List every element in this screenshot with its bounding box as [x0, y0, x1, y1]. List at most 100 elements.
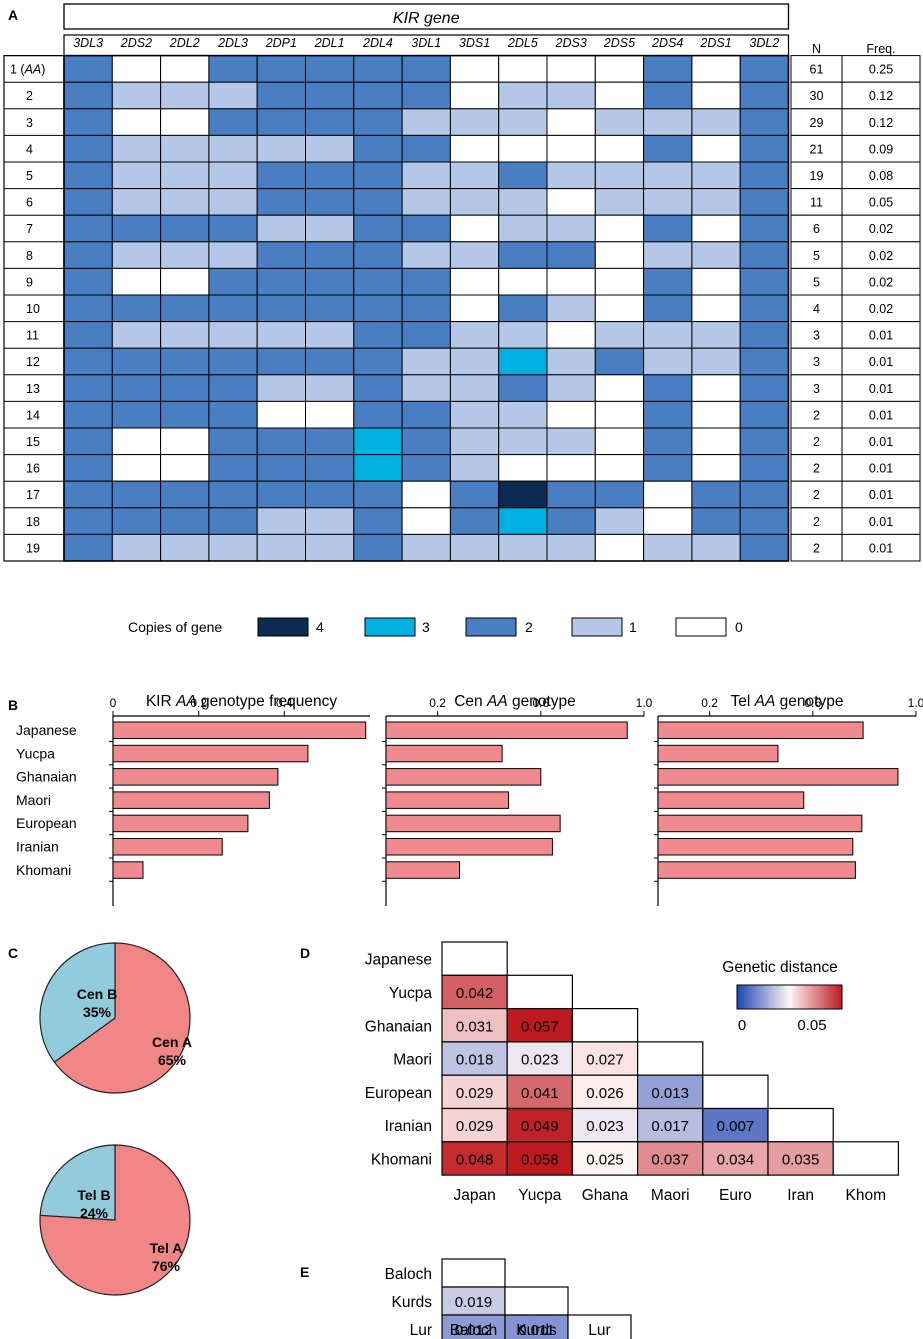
genotype-cell — [353, 533, 403, 562]
row-label-7: 7 — [26, 222, 33, 236]
genotype-cell — [643, 108, 693, 136]
distance-cell-value: 0.049 — [521, 1118, 559, 1135]
genotype-cell — [305, 507, 355, 535]
n-value: 3 — [813, 329, 820, 343]
genotype-cell — [111, 533, 162, 562]
genotype-cell — [160, 188, 210, 216]
freq-cell — [841, 188, 921, 216]
genotype-cell — [111, 400, 162, 429]
genotype-cell — [643, 507, 693, 535]
genotype-cell — [160, 294, 210, 323]
distance-cell-value: 0.017 — [651, 1118, 689, 1135]
bar-yucpa — [657, 744, 779, 763]
bar-yucpa — [385, 744, 503, 763]
genotype-cell — [449, 214, 500, 243]
n-value: 2 — [813, 462, 820, 476]
genotype-cell — [208, 427, 258, 456]
genotype-cell — [401, 134, 451, 163]
genotype-cell — [160, 347, 210, 376]
n-cell — [790, 507, 843, 535]
pie-value-tel-a: 76% — [152, 1258, 181, 1274]
genotype-cell — [498, 321, 548, 349]
genotype-cell — [691, 294, 741, 323]
genotype-cell — [739, 294, 790, 323]
regional-distance-row-label-baloch: Baloch — [385, 1266, 432, 1283]
genotype-cell — [63, 188, 113, 216]
genotype-cell — [594, 161, 645, 190]
genotype-cell — [739, 134, 790, 163]
distance-cell-value: 0.057 — [521, 1018, 559, 1035]
freq-cell — [841, 81, 921, 110]
n-value: 6 — [813, 222, 820, 236]
genotype-cell — [353, 108, 403, 136]
legend-label-4: 4 — [316, 619, 324, 635]
distance-diagonal-cell — [441, 941, 508, 976]
genotype-cell — [691, 454, 741, 482]
genotype-cell — [111, 454, 162, 482]
genotype-cell — [353, 241, 403, 269]
distance-cell-value: 0.023 — [521, 1052, 559, 1069]
genotype-cell — [208, 55, 258, 83]
genotype-cell — [401, 400, 451, 429]
gene-header-2DL3: 2DL3 — [217, 36, 248, 50]
row-label-10: 10 — [26, 302, 40, 316]
genotype-cell — [401, 81, 451, 110]
bar-iranian — [385, 838, 553, 856]
genotype-cell — [449, 188, 500, 216]
genotype-cell — [498, 294, 548, 323]
genotype-cell — [498, 108, 548, 136]
distance-cell-value: 0.027 — [586, 1052, 624, 1069]
n-value: 2 — [813, 488, 820, 502]
category-label-yucpa: Yucpa — [16, 745, 55, 761]
regional-distance-col-label-kurds: Kurds — [516, 1322, 557, 1339]
distance-cell-value: 0.058 — [521, 1151, 559, 1168]
n-value: 3 — [813, 355, 820, 369]
bar-khomani — [385, 861, 461, 879]
genotype-cell — [546, 214, 596, 243]
gene-header-2DL5: 2DL5 — [507, 36, 538, 50]
pie-label-tel-b: Tel B — [77, 1187, 110, 1203]
n-cell — [790, 480, 843, 509]
genotype-cell — [498, 267, 548, 296]
distance-col-label-iran: Iran — [787, 1187, 814, 1204]
genotype-cell — [305, 533, 355, 562]
genotype-cell — [449, 533, 500, 562]
legend-swatch-0 — [675, 617, 727, 637]
genotype-cell — [546, 400, 596, 429]
row-label-1: 1 (AA) — [10, 63, 45, 77]
row-label-8: 8 — [26, 249, 33, 263]
genotype-cell — [111, 188, 162, 216]
x-tick-label: 0.2 — [190, 696, 207, 710]
genotype-cell — [160, 427, 210, 456]
genotype-cell — [739, 161, 790, 190]
distance-diagonal-cell — [636, 1041, 704, 1076]
genotype-cell — [594, 267, 645, 296]
genotype-cell — [594, 347, 645, 376]
distance-scale-max: 0.05 — [797, 1017, 826, 1034]
bar-ghanaian — [657, 768, 899, 786]
row-label-18: 18 — [26, 515, 40, 529]
freq-value: 0.08 — [869, 169, 893, 183]
distance-cell — [571, 1041, 639, 1076]
genotype-cell — [449, 267, 500, 296]
genotype-cell — [305, 134, 355, 163]
genotype-cell — [498, 134, 548, 163]
genotype-cell — [449, 161, 500, 190]
panel-label-a: A — [8, 7, 18, 23]
genotype-cell — [305, 321, 355, 349]
genotype-cell — [63, 267, 113, 296]
genotype-cell — [691, 400, 741, 429]
freq-value: 0.02 — [869, 222, 893, 236]
genotype-cell — [643, 294, 693, 323]
genotype-cell — [111, 267, 162, 296]
distance-row-label-european: European — [365, 1085, 432, 1102]
genotype-cell — [305, 294, 355, 323]
category-label-iranian: Iranian — [16, 839, 59, 855]
bar-ghanaian — [112, 768, 279, 786]
genotype-cell — [160, 108, 210, 136]
n-cell — [790, 134, 843, 163]
bar-chart-title-0: KIR AA genotype frequency — [146, 693, 338, 710]
genotype-cell — [63, 161, 113, 190]
freq-cell — [841, 267, 921, 296]
genotype-cell — [353, 55, 403, 83]
